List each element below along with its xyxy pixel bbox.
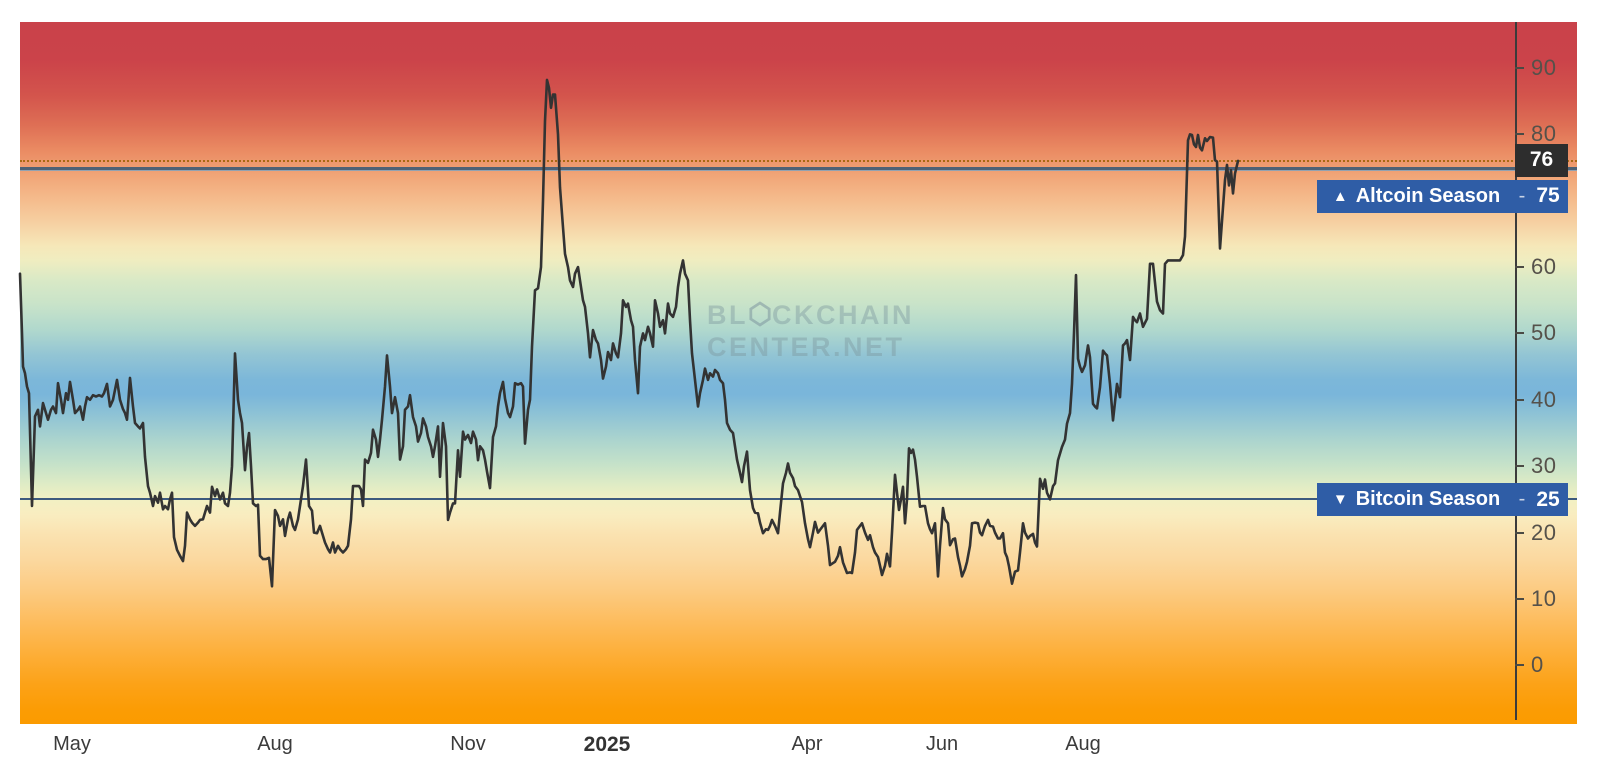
chart-plot-area: BL CKCHAIN CENTER.NET 90 80 60 50 40 30 20 10 0 7… bbox=[20, 22, 1577, 724]
altcoin-season-label: ▲ Altcoin Season - 75 bbox=[1317, 179, 1568, 213]
triangle-up-icon: ▲ bbox=[1332, 187, 1348, 205]
y-tick-mark bbox=[1515, 465, 1524, 468]
y-tick-label: 90 bbox=[1531, 54, 1557, 80]
current-value-text: 76 bbox=[1529, 148, 1554, 172]
y-tick-label: 60 bbox=[1531, 254, 1557, 280]
watermark-line-2: CENTER.NET bbox=[707, 332, 905, 362]
y-tick-label: 10 bbox=[1531, 585, 1557, 611]
y-tick-label: 80 bbox=[1531, 121, 1557, 147]
y-tick-mark bbox=[1515, 597, 1524, 600]
y-tick-mark bbox=[1515, 531, 1524, 534]
x-tick-label: Apr bbox=[791, 733, 823, 755]
x-tick-label: Jun bbox=[925, 733, 959, 755]
bitcoin-season-text: Bitcoin Season bbox=[1355, 488, 1501, 511]
y-tick-mark bbox=[1515, 332, 1524, 335]
current-value-badge: 76 bbox=[1515, 143, 1568, 177]
altcoin-threshold-value: 75 bbox=[1536, 184, 1560, 208]
x-tick-label: Aug bbox=[1065, 733, 1101, 755]
current-value-dotted-line bbox=[20, 159, 1577, 162]
y-axis-line bbox=[1515, 22, 1517, 720]
x-tick-label: May bbox=[53, 733, 91, 755]
axis-tick-dash: - bbox=[1518, 184, 1526, 207]
y-tick-mark bbox=[1515, 398, 1524, 401]
y-tick-label: 20 bbox=[1531, 519, 1557, 545]
y-tick-label: 30 bbox=[1531, 453, 1557, 479]
y-tick-mark bbox=[1515, 664, 1524, 667]
y-tick-mark bbox=[1515, 266, 1524, 269]
y-tick-mark bbox=[1515, 133, 1524, 136]
hexagon-logo-icon bbox=[749, 301, 771, 333]
altcoin-season-text: Altcoin Season bbox=[1355, 184, 1501, 207]
triangle-down-icon: ▼ bbox=[1332, 491, 1348, 509]
bitcoin-season-label: ▼ Bitcoin Season - 25 bbox=[1317, 483, 1568, 517]
watermark: BL CKCHAIN CENTER.NET bbox=[707, 301, 914, 362]
y-tick-label: 50 bbox=[1531, 320, 1557, 346]
y-tick-mark bbox=[1515, 66, 1524, 69]
altcoin-threshold-line bbox=[20, 166, 1577, 171]
y-tick-label: 40 bbox=[1531, 386, 1557, 412]
watermark-line-1: BL CKCHAIN bbox=[707, 301, 914, 333]
x-tick-label: Aug bbox=[257, 733, 293, 755]
bitcoin-threshold-value: 25 bbox=[1536, 487, 1560, 511]
axis-tick-dash: - bbox=[1518, 488, 1526, 511]
x-tick-label: Nov bbox=[450, 733, 486, 755]
x-tick-label: 2025 bbox=[583, 733, 631, 756]
y-tick-label: 0 bbox=[1531, 652, 1544, 678]
